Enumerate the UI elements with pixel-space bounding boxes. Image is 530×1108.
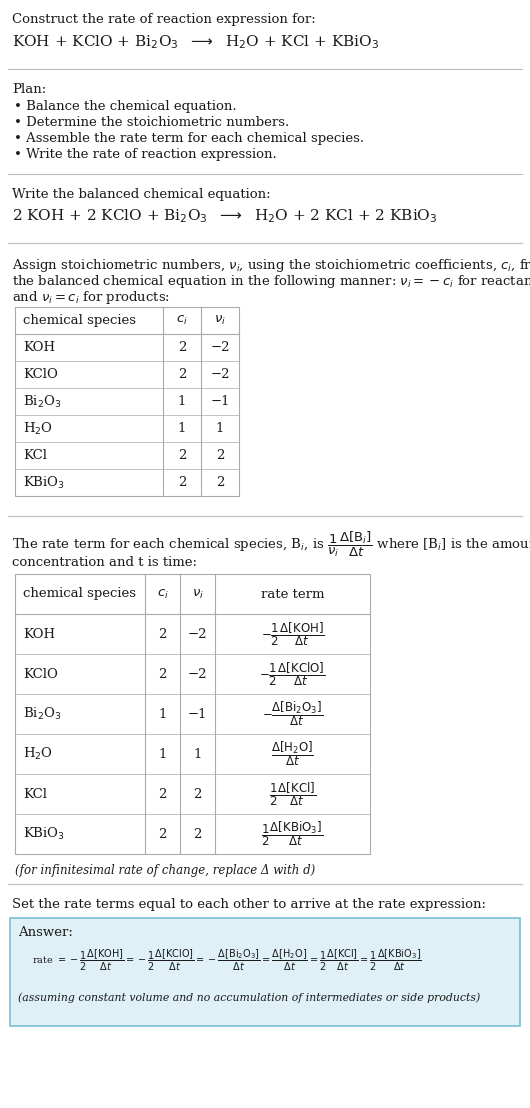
Text: 2: 2 — [178, 449, 186, 462]
Text: −2: −2 — [188, 667, 207, 680]
Text: Answer:: Answer: — [18, 926, 73, 938]
Text: concentration and t is time:: concentration and t is time: — [12, 556, 197, 570]
Text: (for infinitesimal rate of change, replace Δ with d): (for infinitesimal rate of change, repla… — [15, 864, 315, 878]
Text: 1: 1 — [216, 422, 224, 435]
Text: 2: 2 — [193, 788, 202, 800]
Text: −2: −2 — [210, 368, 229, 381]
Text: $\nu_i$: $\nu_i$ — [191, 587, 204, 601]
Bar — [15, 307, 239, 496]
Text: • Balance the chemical equation.: • Balance the chemical equation. — [14, 100, 236, 113]
Text: KBiO$_3$: KBiO$_3$ — [23, 825, 65, 842]
Text: KCl: KCl — [23, 449, 47, 462]
Text: −2: −2 — [210, 341, 229, 353]
Text: 1: 1 — [193, 748, 202, 760]
Text: and $\nu_i = c_i$ for products:: and $\nu_i = c_i$ for products: — [12, 289, 170, 306]
Text: KCl: KCl — [23, 788, 47, 800]
Text: rate term: rate term — [261, 587, 324, 601]
Text: 2: 2 — [216, 449, 224, 462]
Text: 1: 1 — [178, 422, 186, 435]
Text: 2: 2 — [158, 627, 167, 640]
Text: chemical species: chemical species — [23, 314, 136, 327]
Text: chemical species: chemical species — [23, 587, 136, 601]
Text: KClO: KClO — [23, 368, 58, 381]
Text: 2: 2 — [158, 788, 167, 800]
Text: Construct the rate of reaction expression for:: Construct the rate of reaction expressio… — [12, 13, 316, 25]
Text: $-\dfrac{\Delta[\mathrm{Bi_2O_3}]}{\Delta t}$: $-\dfrac{\Delta[\mathrm{Bi_2O_3}]}{\Delt… — [262, 699, 323, 728]
Text: Assign stoichiometric numbers, $\nu_i$, using the stoichiometric coefficients, $: Assign stoichiometric numbers, $\nu_i$, … — [12, 257, 530, 274]
Text: 2: 2 — [178, 368, 186, 381]
Text: KOH: KOH — [23, 341, 55, 353]
Text: 2: 2 — [178, 341, 186, 353]
Text: Write the balanced chemical equation:: Write the balanced chemical equation: — [12, 188, 271, 201]
Text: Bi$_2$O$_3$: Bi$_2$O$_3$ — [23, 706, 61, 722]
Text: 1: 1 — [178, 394, 186, 408]
Text: Bi$_2$O$_3$: Bi$_2$O$_3$ — [23, 393, 61, 410]
Text: • Write the rate of reaction expression.: • Write the rate of reaction expression. — [14, 148, 277, 161]
Text: 2: 2 — [158, 828, 167, 841]
Text: −2: −2 — [188, 627, 207, 640]
Text: H$_2$O: H$_2$O — [23, 420, 53, 437]
Text: H$_2$O: H$_2$O — [23, 746, 53, 762]
Text: $\dfrac{1}{2}\dfrac{\Delta[\mathrm{KCl}]}{\Delta t}$: $\dfrac{1}{2}\dfrac{\Delta[\mathrm{KCl}]… — [269, 780, 316, 808]
Text: $\dfrac{\Delta[\mathrm{H_2O}]}{\Delta t}$: $\dfrac{\Delta[\mathrm{H_2O}]}{\Delta t}… — [271, 740, 314, 768]
Text: $c_i$: $c_i$ — [156, 587, 169, 601]
Text: • Determine the stoichiometric numbers.: • Determine the stoichiometric numbers. — [14, 116, 289, 129]
Text: KOH: KOH — [23, 627, 55, 640]
Text: −1: −1 — [188, 708, 207, 720]
Text: Set the rate terms equal to each other to arrive at the rate expression:: Set the rate terms equal to each other t… — [12, 897, 486, 911]
Text: 2: 2 — [216, 476, 224, 489]
Text: KBiO$_3$: KBiO$_3$ — [23, 474, 65, 491]
Text: 2: 2 — [178, 476, 186, 489]
Text: 2 KOH + 2 KClO + Bi$_2$O$_3$  $\longrightarrow$  H$_2$O + 2 KCl + 2 KBiO$_3$: 2 KOH + 2 KClO + Bi$_2$O$_3$ $\longright… — [12, 207, 437, 225]
Text: the balanced chemical equation in the following manner: $\nu_i = -c_i$ for react: the balanced chemical equation in the fo… — [12, 273, 530, 290]
Text: $c_i$: $c_i$ — [176, 314, 188, 327]
Text: KOH + KClO + Bi$_2$O$_3$  $\longrightarrow$  H$_2$O + KCl + KBiO$_3$: KOH + KClO + Bi$_2$O$_3$ $\longrightarro… — [12, 33, 379, 51]
Text: KClO: KClO — [23, 667, 58, 680]
Text: The rate term for each chemical species, B$_i$, is $\dfrac{1}{\nu_i}\dfrac{\Delt: The rate term for each chemical species,… — [12, 530, 530, 560]
Text: 1: 1 — [158, 748, 167, 760]
Text: $\nu_i$: $\nu_i$ — [214, 314, 226, 327]
Text: $-\dfrac{1}{2}\dfrac{\Delta[\mathrm{KOH}]}{\Delta t}$: $-\dfrac{1}{2}\dfrac{\Delta[\mathrm{KOH}… — [261, 620, 324, 648]
FancyBboxPatch shape — [10, 919, 520, 1026]
Text: (assuming constant volume and no accumulation of intermediates or side products): (assuming constant volume and no accumul… — [18, 992, 480, 1003]
Text: $-\dfrac{1}{2}\dfrac{\Delta[\mathrm{KClO}]}{\Delta t}$: $-\dfrac{1}{2}\dfrac{\Delta[\mathrm{KClO… — [259, 660, 326, 688]
Text: −1: −1 — [210, 394, 229, 408]
Bar — [15, 574, 370, 854]
Text: Plan:: Plan: — [12, 83, 46, 96]
Text: • Assemble the rate term for each chemical species.: • Assemble the rate term for each chemic… — [14, 132, 364, 145]
Text: rate $= -\dfrac{1}{2}\dfrac{\Delta[\mathrm{KOH}]}{\Delta t} = -\dfrac{1}{2}\dfra: rate $= -\dfrac{1}{2}\dfrac{\Delta[\math… — [32, 948, 422, 973]
Text: $\dfrac{1}{2}\dfrac{\Delta[\mathrm{KBiO_3}]}{\Delta t}$: $\dfrac{1}{2}\dfrac{\Delta[\mathrm{KBiO_… — [261, 820, 324, 849]
Text: 2: 2 — [193, 828, 202, 841]
Text: 1: 1 — [158, 708, 167, 720]
Text: 2: 2 — [158, 667, 167, 680]
